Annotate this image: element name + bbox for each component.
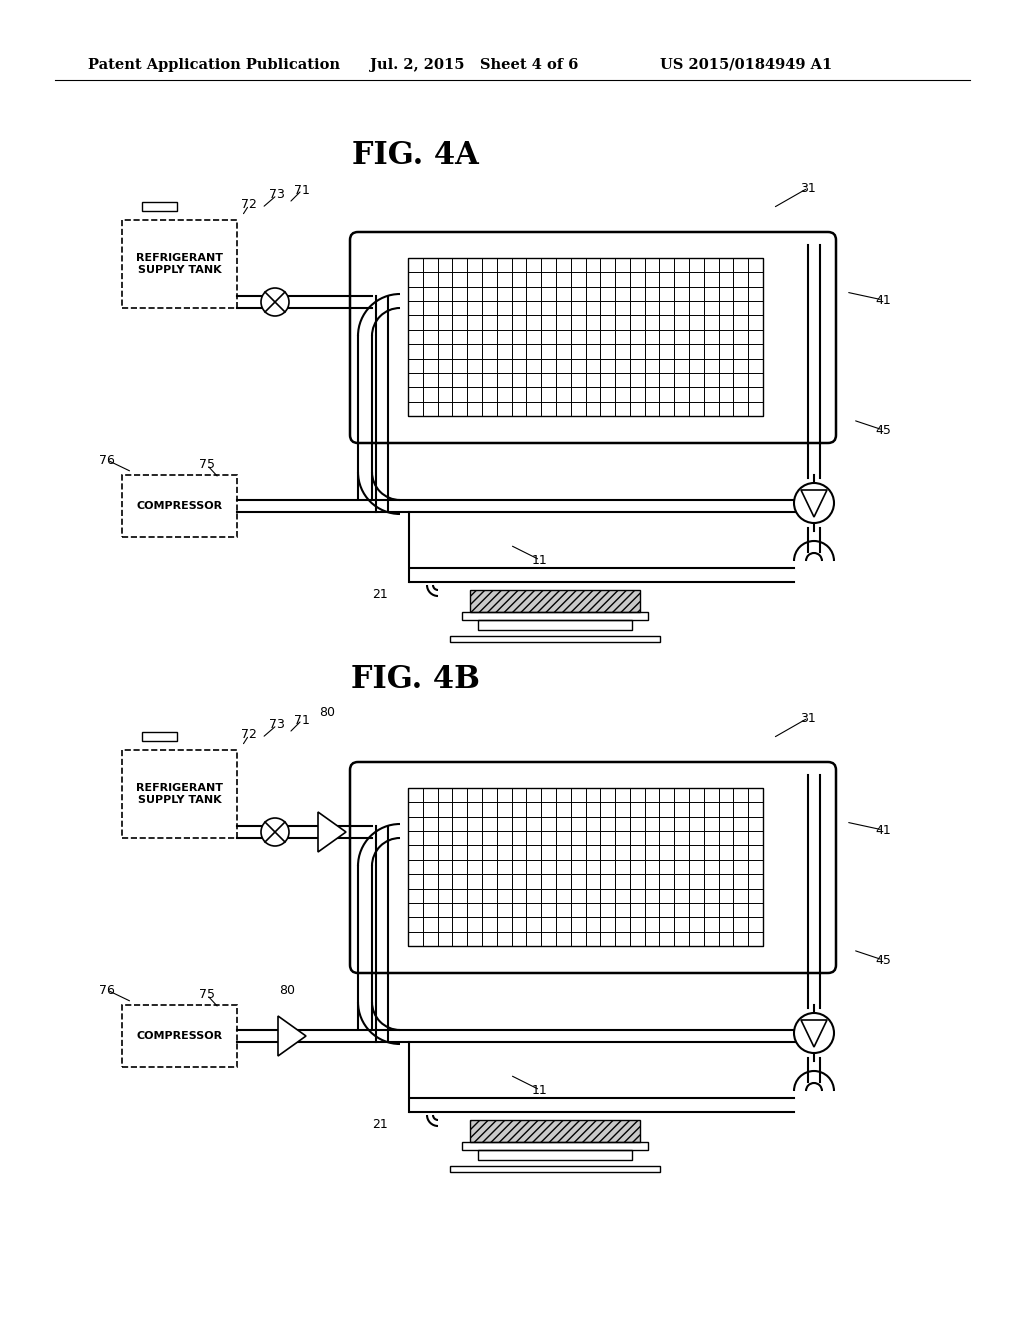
Bar xyxy=(462,612,648,620)
Text: Jul. 2, 2015   Sheet 4 of 6: Jul. 2, 2015 Sheet 4 of 6 xyxy=(370,58,579,73)
Bar xyxy=(122,1005,237,1067)
Bar xyxy=(408,788,763,946)
Bar xyxy=(122,220,237,308)
Text: 11: 11 xyxy=(532,553,548,566)
Circle shape xyxy=(261,818,289,846)
Bar xyxy=(142,202,177,211)
Polygon shape xyxy=(318,812,346,851)
Text: FIG. 4A: FIG. 4A xyxy=(351,140,478,170)
Text: 76: 76 xyxy=(99,983,115,997)
Text: 31: 31 xyxy=(800,711,816,725)
Bar xyxy=(478,620,632,630)
Text: 72: 72 xyxy=(241,198,257,211)
Text: 45: 45 xyxy=(876,953,891,966)
Polygon shape xyxy=(278,1016,306,1056)
Bar xyxy=(470,590,640,612)
Circle shape xyxy=(794,1012,834,1053)
Text: 31: 31 xyxy=(800,181,816,194)
Bar xyxy=(450,636,660,642)
Text: COMPRESSOR: COMPRESSOR xyxy=(136,502,222,511)
Text: 71: 71 xyxy=(294,183,310,197)
Bar xyxy=(478,1150,632,1160)
Text: 71: 71 xyxy=(294,714,310,726)
Text: Patent Application Publication: Patent Application Publication xyxy=(88,58,340,73)
Bar xyxy=(470,1119,640,1142)
Text: 21: 21 xyxy=(372,589,388,602)
Text: 73: 73 xyxy=(269,189,285,202)
Text: COMPRESSOR: COMPRESSOR xyxy=(136,1031,222,1041)
Bar xyxy=(462,1142,648,1150)
Bar xyxy=(450,1166,660,1172)
Text: 41: 41 xyxy=(876,293,891,306)
Text: 21: 21 xyxy=(372,1118,388,1131)
Bar xyxy=(122,750,237,838)
Bar xyxy=(408,257,763,416)
Text: US 2015/0184949 A1: US 2015/0184949 A1 xyxy=(660,58,833,73)
Text: 41: 41 xyxy=(876,824,891,837)
Bar xyxy=(122,475,237,537)
Text: 80: 80 xyxy=(319,705,335,718)
Text: 11: 11 xyxy=(532,1084,548,1097)
Text: 76: 76 xyxy=(99,454,115,466)
Text: 72: 72 xyxy=(241,729,257,742)
Text: REFRIGERANT
SUPPLY TANK: REFRIGERANT SUPPLY TANK xyxy=(136,783,223,805)
Bar xyxy=(142,733,177,741)
Text: 75: 75 xyxy=(199,458,215,471)
Circle shape xyxy=(794,483,834,523)
Text: 80: 80 xyxy=(279,983,295,997)
Text: 73: 73 xyxy=(269,718,285,731)
Text: REFRIGERANT
SUPPLY TANK: REFRIGERANT SUPPLY TANK xyxy=(136,253,223,275)
Text: 45: 45 xyxy=(876,424,891,437)
Text: 75: 75 xyxy=(199,989,215,1002)
Circle shape xyxy=(261,288,289,315)
Text: FIG. 4B: FIG. 4B xyxy=(350,664,479,696)
